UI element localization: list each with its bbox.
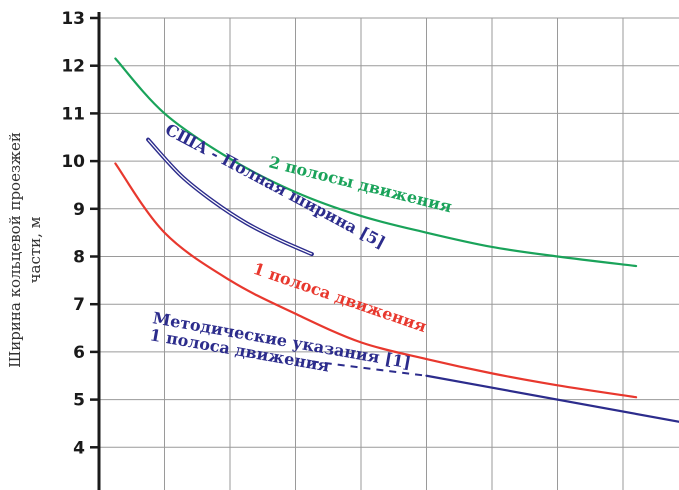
y-axis-title-line-1: Ширина кольцевой проезжей [6,132,24,368]
y-tick-labels: 4 5 6 7 8 9 10 11 12 13 [61,9,85,458]
y-tick-label: 6 [73,343,85,363]
y-tick-label: 10 [61,152,85,172]
y-tick-label: 7 [73,295,85,315]
series-usa-full-width-inner-line [147,139,313,255]
y-tick-label: 11 [61,104,85,124]
y-axis-title-line-2: части, м [26,216,44,283]
y-tick-label: 5 [73,391,85,411]
data-series [114,57,679,423]
y-tick-label: 4 [73,438,85,458]
grid-lines [99,17,679,490]
series-1-lane-label: 1 полоса движения [251,259,430,336]
series-guidelines-dashed-connector [311,360,427,377]
y-tick-label: 12 [61,57,85,77]
y-tick-label: 13 [61,9,85,29]
series-2-lanes-line [114,57,638,268]
y-tick-label: 9 [73,200,85,220]
series-1-lane-line [114,162,638,399]
y-tick-label: 8 [73,248,85,268]
series-guidelines-1-lane-line [425,374,679,423]
axes [90,12,101,490]
